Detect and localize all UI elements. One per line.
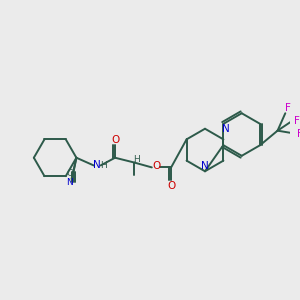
Text: F: F bbox=[297, 129, 300, 139]
Text: N: N bbox=[222, 124, 230, 134]
Text: N: N bbox=[66, 178, 73, 188]
Text: O: O bbox=[152, 161, 161, 171]
Text: N: N bbox=[93, 160, 101, 170]
Text: C: C bbox=[67, 169, 73, 178]
Text: O: O bbox=[167, 181, 175, 191]
Text: N: N bbox=[201, 161, 209, 171]
Text: F: F bbox=[285, 103, 291, 113]
Text: O: O bbox=[111, 135, 119, 145]
Text: H: H bbox=[133, 155, 140, 164]
Text: H: H bbox=[100, 161, 107, 170]
Text: F: F bbox=[294, 116, 300, 126]
